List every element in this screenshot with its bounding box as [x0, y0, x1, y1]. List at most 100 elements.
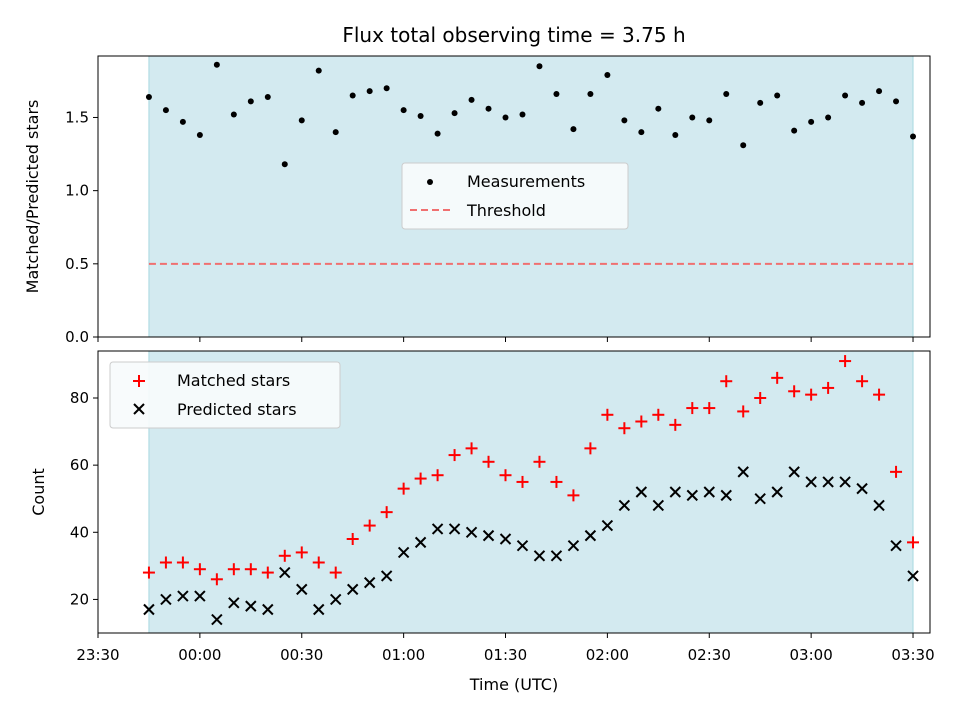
matched-star-point: [431, 469, 444, 482]
matched-star-point: [363, 519, 376, 532]
x-b: [482, 529, 495, 542]
x-b: [788, 466, 800, 478]
y-tick-label: 60: [70, 456, 89, 474]
predicted-star-point: [669, 486, 682, 498]
predicted-star-point: [856, 482, 868, 495]
predicted-star-point: [720, 489, 732, 502]
x-tick-label: 00:30: [280, 646, 323, 664]
x-tick-label: 01:00: [382, 646, 425, 664]
matched-star-point: [499, 469, 512, 482]
x-b: [635, 486, 648, 498]
plot-frame: [97, 350, 931, 634]
predicted-star-point: [567, 540, 580, 552]
matched-star-point: [618, 422, 631, 435]
matched-star-point: [907, 536, 920, 549]
y-axis-label: Matched/Predicted stars: [23, 100, 42, 294]
measurement-point: [842, 92, 849, 99]
y-tick-label: 0.5: [65, 255, 89, 273]
predicted-star-point: [465, 526, 478, 538]
x-b: [601, 519, 614, 532]
y-tick-label: 40: [70, 523, 89, 541]
predicted-star-point: [890, 540, 902, 552]
legend-label-measurements: Measurements: [467, 172, 585, 191]
measurement-point: [349, 92, 356, 99]
measurement-point: [417, 113, 424, 120]
y-tick-label: 0.0: [65, 328, 89, 346]
predicted-star-point: [652, 499, 665, 512]
measurement-point: [213, 61, 220, 68]
predicted-star-point: [550, 550, 563, 562]
x-b: [228, 597, 240, 609]
x-b: [669, 486, 682, 498]
measurement-point: [485, 105, 492, 112]
measurement-point: [689, 114, 696, 121]
predicted-star-point: [822, 476, 834, 488]
measurement-point: [876, 88, 883, 95]
x-b: [414, 536, 427, 549]
plot-frame: [97, 55, 931, 338]
x-b: [618, 499, 631, 512]
measurement-point: [706, 117, 713, 124]
x-b: [245, 600, 257, 612]
matched-star-point: [788, 385, 801, 398]
matched-star-point: [584, 442, 597, 455]
predicted-star-point: [330, 593, 342, 606]
legend-label-matched: Matched stars: [177, 371, 290, 390]
predicted-star-point: [346, 583, 359, 596]
measurement-point: [723, 91, 730, 98]
x-b: [380, 570, 393, 582]
y-tick-label: 1.5: [65, 108, 89, 126]
x-b: [499, 533, 512, 545]
x-b: [313, 603, 325, 616]
x-b: [177, 590, 189, 602]
y-tick-label: 80: [70, 389, 89, 407]
x-b: [754, 493, 766, 505]
measurement-point: [468, 96, 475, 103]
predicted-star-point: [499, 533, 512, 545]
predicted-star-point: [296, 583, 308, 596]
matched-star-point: [686, 402, 699, 415]
predicted-star-point: [414, 536, 427, 549]
matched-star-point: [856, 375, 869, 388]
measurement-point: [281, 161, 288, 168]
measurement-point: [621, 117, 628, 124]
x-b: [262, 603, 274, 616]
matched-star-point: [737, 405, 750, 418]
bottom-panel: 20 40 60 80 23:30 00:00 00:30 01:00 01:30 02:00 02…: [29, 350, 935, 694]
x-b: [873, 499, 885, 512]
x-b: [533, 550, 546, 562]
measurement-point: [672, 132, 679, 139]
predicted-star-point: [160, 593, 172, 606]
matched-star-point: [822, 381, 835, 394]
measurement-point: [145, 93, 152, 100]
matched-star-point: [482, 455, 495, 468]
predicted-star-point: [516, 540, 529, 552]
predicted-star-point: [194, 590, 206, 602]
x-b: [720, 489, 732, 502]
x-b: [143, 603, 155, 616]
predicted-star-point: [245, 600, 257, 612]
matched-star-point: [312, 556, 325, 569]
matched-star-point: [380, 506, 393, 519]
predicted-star-point: [618, 499, 631, 512]
measurement-point: [366, 88, 373, 95]
x-b: [397, 546, 410, 559]
x-b: [465, 526, 478, 538]
predicted-star-point: [584, 529, 597, 542]
measurement-point: [179, 118, 186, 125]
matched-star-point: [652, 408, 665, 421]
matched-star-point: [703, 402, 716, 415]
y-axis-label: Count: [29, 468, 48, 516]
x-b: [686, 489, 698, 502]
matched-star-point: [261, 566, 274, 579]
x-b: [737, 466, 749, 478]
x-b: [805, 476, 817, 488]
predicted-star-point: [754, 493, 766, 505]
measurement-point: [332, 129, 339, 136]
x-b: [431, 523, 444, 535]
x-tick-label: 00:00: [178, 646, 221, 664]
predicted-star-point: [703, 486, 715, 498]
predicted-star-point: [228, 597, 240, 609]
measurement-point: [264, 93, 271, 100]
measurement-point: [808, 118, 815, 125]
